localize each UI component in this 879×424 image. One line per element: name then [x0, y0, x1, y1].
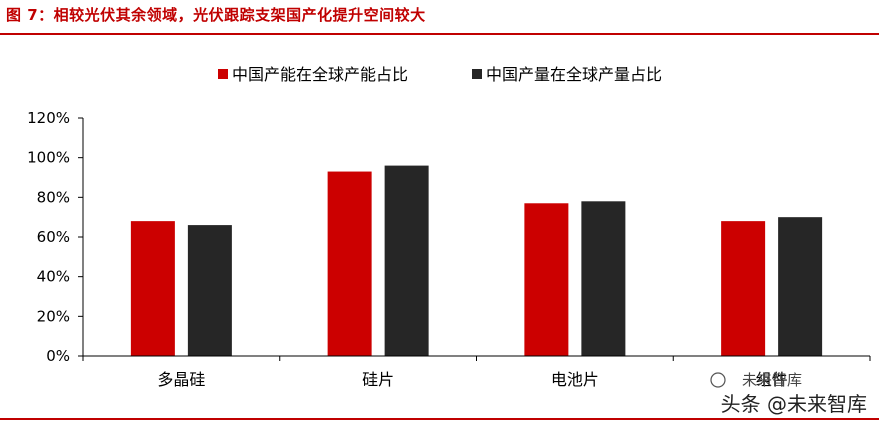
y-tick-label: 80%	[37, 188, 70, 206]
bar-capacity	[130, 221, 175, 356]
watermark-logo-text: 未来智库	[742, 371, 802, 389]
y-tick-label: 60%	[37, 228, 70, 246]
bar-capacity	[524, 203, 569, 356]
legend-label: 中国产量在全球产量占比	[486, 65, 662, 84]
bar-output	[384, 165, 429, 356]
x-category-label: 电池片	[551, 370, 599, 389]
y-axis: 0% 20% 40% 60% 80% 100% 120%	[27, 109, 84, 365]
y-tick-label: 120%	[27, 109, 70, 127]
x-axis: 多晶硅 硅片 电池片 组件	[82, 355, 871, 389]
x-category-label: 多晶硅	[157, 370, 205, 389]
legend-swatch	[472, 69, 482, 79]
y-tick-label: 100%	[27, 149, 70, 167]
bottom-divider	[0, 418, 879, 420]
y-tick-label: 40%	[37, 268, 70, 286]
legend-label: 中国产能在全球产能占比	[232, 65, 408, 84]
chart-legend: 中国产能在全球产能占比 中国产量在全球产量占比	[218, 65, 662, 84]
y-tick-label: 0%	[46, 347, 70, 365]
bars	[130, 165, 823, 356]
watermark-text: 头条 @未来智库	[720, 392, 867, 416]
watermark-logo-icon	[710, 372, 726, 388]
bar-capacity	[721, 221, 766, 356]
bar-output	[581, 201, 626, 356]
bar-capacity	[327, 171, 372, 356]
watermark-logo: 未来智库	[710, 371, 802, 389]
y-tick-label: 20%	[37, 307, 70, 325]
bar-output	[187, 225, 232, 356]
bar-output	[778, 217, 823, 356]
x-category-label: 组件	[756, 370, 788, 389]
legend-swatch	[218, 69, 228, 79]
figure-title: 图 7：相较光伏其余领域，光伏跟踪支架国产化提升空间较大	[6, 6, 426, 24]
x-category-label: 硅片	[362, 370, 394, 389]
title-divider	[0, 33, 879, 35]
